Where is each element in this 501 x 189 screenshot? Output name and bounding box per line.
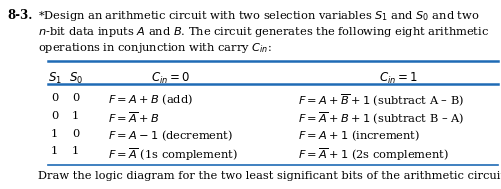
Text: $C_{in} = 0$: $C_{in} = 0$	[151, 71, 190, 86]
Text: 0: 0	[72, 129, 79, 139]
Text: 0: 0	[51, 111, 58, 121]
Text: $F = A - 1$ (decrement): $F = A - 1$ (decrement)	[108, 129, 233, 143]
Text: 1: 1	[51, 146, 58, 156]
Text: $S_0$: $S_0$	[69, 71, 83, 86]
Text: 8-3.: 8-3.	[8, 9, 33, 22]
Text: $F = A + B$ (add): $F = A + B$ (add)	[108, 93, 193, 107]
Text: $S_1$: $S_1$	[48, 71, 62, 86]
Text: $F = A + 1$ (increment): $F = A + 1$ (increment)	[298, 129, 420, 143]
Text: 1: 1	[72, 111, 79, 121]
Text: 1: 1	[51, 129, 58, 139]
Text: operations in conjunction with carry $C_{in}$:: operations in conjunction with carry $C_…	[38, 41, 271, 55]
Text: *Design an arithmetic circuit with two selection variables $S_1$ and $S_0$ and t: *Design an arithmetic circuit with two s…	[38, 9, 479, 22]
Text: $F = \overline{A}$ (1s complement): $F = \overline{A}$ (1s complement)	[108, 146, 237, 163]
Text: $C_{in} = 1$: $C_{in} = 1$	[379, 71, 418, 86]
Text: Draw the logic diagram for the two least significant bits of the arithmetic circ: Draw the logic diagram for the two least…	[38, 171, 501, 181]
Text: 0: 0	[51, 93, 58, 103]
Text: $F = A + \overline{B} + 1$ (subtract A – B): $F = A + \overline{B} + 1$ (subtract A –…	[298, 93, 464, 109]
Text: $F = \overline{A} + B + 1$ (subtract B – A): $F = \overline{A} + B + 1$ (subtract B –…	[298, 111, 464, 127]
Text: $F = \overline{A} + B$: $F = \overline{A} + B$	[108, 111, 159, 125]
Text: 1: 1	[72, 146, 79, 156]
Text: 0: 0	[72, 93, 79, 103]
Text: $F = \overline{A} + 1$ (2s complement): $F = \overline{A} + 1$ (2s complement)	[298, 146, 449, 163]
Text: $n$-bit data inputs $A$ and $B$. The circuit generates the following eight arith: $n$-bit data inputs $A$ and $B$. The cir…	[38, 25, 488, 39]
